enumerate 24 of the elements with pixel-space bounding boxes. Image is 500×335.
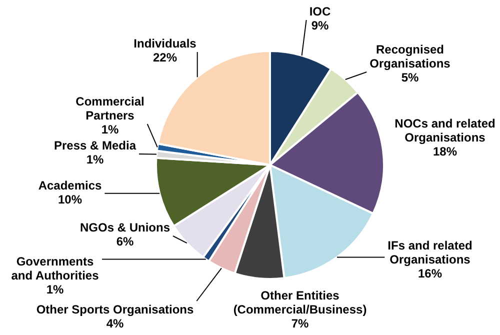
data-label: 5%	[401, 70, 419, 84]
slice-label: NGOs & Unions	[80, 220, 170, 234]
slice-label: Individuals	[134, 36, 197, 50]
data-label: 4%	[106, 316, 124, 330]
slice-label: IOC	[309, 4, 331, 18]
data-label: 22%	[152, 50, 178, 64]
data-label: 6%	[116, 234, 134, 248]
data-label: 1%	[46, 282, 64, 296]
slice-label: Other Sports Organisations	[36, 302, 194, 316]
data-label: 10%	[58, 192, 82, 206]
data-label: 7%	[291, 316, 309, 330]
data-label: 1%	[86, 152, 104, 166]
data-label: 1%	[101, 122, 119, 136]
data-label: 16%	[418, 266, 442, 280]
slice-label: Academics	[38, 178, 102, 192]
data-label: 18%	[432, 144, 458, 158]
slice-label: NOCs and related Organisations	[394, 116, 496, 144]
slice-label: Other Entities (Commercial/Business)	[233, 288, 367, 316]
slice-label: Recognised Organisations	[370, 42, 451, 70]
data-label: 9%	[311, 18, 329, 32]
slice-label: IFs and related Organisations	[388, 238, 472, 266]
slice-label: Press & Media	[54, 138, 136, 152]
slice-label: Governments and Authorities	[11, 254, 100, 282]
slice-label: Commercial Partners	[76, 94, 144, 122]
